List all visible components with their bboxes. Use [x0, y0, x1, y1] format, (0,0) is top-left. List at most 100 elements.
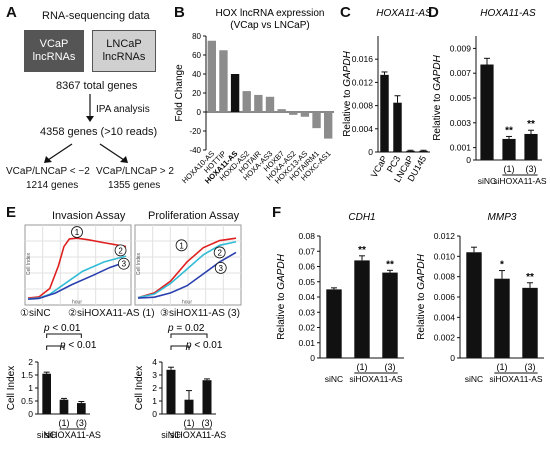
chart-c-title: HOXA11-AS [376, 8, 432, 19]
chart-c-bar [419, 150, 428, 152]
ipa-label: IPA analysis [96, 104, 150, 115]
chart-f-mmp3-ylabel: Relative to GAPDH [416, 253, 427, 339]
chart-c-bar [406, 150, 415, 152]
chart-c-ytick-label: 0.016 [352, 54, 374, 64]
chart-e-pro-bar-bar [166, 369, 176, 414]
chart-e-proliferation-curves: 1 2 3 hour Cell Index [134, 224, 242, 306]
curve-series-1 [137, 237, 237, 299]
chart-f-mmp3-bar [494, 278, 510, 358]
chart-b-ylabel: Fold Change [174, 64, 185, 122]
chart-b-hox-expression: HOX lncRNA expression(VCap vs LNCaP) -40 -… [174, 8, 334, 185]
chart-b-ytick-label: 20 [192, 89, 201, 98]
chart-f-cdh1-ytick-label: 0.08 [298, 231, 315, 241]
curve-xlabel: hour [182, 300, 192, 306]
rnaseq-title: RNA-sequencing data [42, 10, 150, 22]
chart-f-cdh1-ytick-label: 0.07 [298, 246, 315, 256]
curve-marker-label: 2 [217, 248, 222, 257]
chart-f-mmp3-xtick-label: (3) [525, 362, 536, 372]
chart-e-inv-bar-xtick-label: (3) [76, 418, 87, 428]
chart-f-mmp3-ytick-label: 0.008 [434, 272, 456, 282]
chart-d-ytick-label: 0.001 [450, 143, 472, 153]
filtered-genes: 4358 genes (>10 reads) [40, 126, 158, 138]
chart-e-pro-bar-xtick-label: (3) [202, 418, 213, 428]
curve-marker-label: 2 [118, 246, 123, 255]
chart-b-ytick-label: -20 [189, 127, 201, 136]
curve-marker-circle [71, 226, 83, 238]
curve-series-3 [137, 251, 237, 299]
chart-e-inv-bar-xtick-label: (1) [59, 418, 70, 428]
chart-d-ytick-label: 0.003 [450, 118, 472, 128]
chart-e-inv-bar-xtick-label: siNC [37, 430, 57, 440]
chart-e-inv-bar-group-label: siHOXA11-AS [44, 430, 100, 440]
chart-d-ylabel: Relative to GAPDH [432, 54, 443, 140]
flow-arrows [44, 94, 128, 163]
chart-f-cdh1-title: CDH1 [348, 212, 375, 223]
chart-f-cdh1-xtick-label: siNC [325, 374, 343, 384]
curve-marker-label: 3 [122, 260, 127, 269]
chart-d-ytick-label: 0.007 [450, 68, 472, 78]
chart-c-ytick-label: 0.012 [352, 77, 374, 87]
curve-series-2 [137, 240, 237, 299]
curve-marker-label: 1 [179, 241, 184, 250]
chart-f-mmp3-ytick-label: 0.004 [434, 312, 456, 322]
panel-label-b: B [174, 4, 185, 21]
chart-f-mmp3-ytick-label: 0.012 [434, 231, 456, 241]
chart-f-cdh1-ylabel: Relative to GAPDH [276, 253, 287, 339]
chart-b-ytick-label: -40 [189, 146, 201, 155]
total-genes: 8367 total genes [56, 80, 138, 92]
curve-series-3 [27, 261, 127, 301]
chart-f-mmp3-group-label: siHOXA11-AS [489, 374, 543, 384]
chart-c-ytick-label: 0 [368, 147, 373, 157]
chart-d-bar [524, 133, 538, 160]
legend-si3: ③siHOX11-AS (3) [160, 308, 240, 319]
chart-b-ytick-label: 80 [192, 32, 201, 41]
chart-c-ylabel: Relative to GAPDH [342, 50, 353, 136]
chart-b-bar [219, 50, 228, 112]
chart-e-inv-bar-ytick-label: 1 [28, 383, 33, 393]
curve-series-1 [27, 237, 127, 299]
chart-e-inv-bar-ylabel: Cell Index [6, 366, 17, 410]
chart-f-cdh1-xtick-label: (3) [385, 362, 396, 372]
chart-e-proliferation-bar: 0 1 2 3 4 Cell Index siNC(1) (3) siHOXA11-AS p = … [134, 323, 226, 440]
chart-f-mmp3-ytick-label: 0.010 [434, 251, 456, 261]
chart-e-inv-bar-ytick-label: 0 [28, 409, 33, 419]
chart-b-bar [207, 40, 217, 112]
chart-e-invasion-bar: 0 0.5 1 1.5 2 Cell Index siNC(1) (3) siHOXA11-AS… [6, 323, 101, 440]
lncap-box: LNCaP lncRNAs [92, 30, 156, 72]
chart-f-cdh1-ytick-label: 0.04 [298, 292, 315, 302]
chart-e-pro-bar-pvalue-2: p < 0.01 [185, 340, 223, 351]
legend-si1: ②siHOXA11-AS (1) [68, 308, 155, 319]
chart-e-invasion-curves: 1 2 3 hour Cell Index [24, 224, 132, 306]
chart-e-pro-bar-xtick-label: siNC [161, 430, 181, 440]
chart-f-cdh1-ytick-label: 0.02 [298, 323, 315, 333]
curve-ylabel: Cell Index [136, 252, 142, 275]
chart-b-ytick-label: 60 [192, 51, 201, 60]
chart-e-inv-bar-ytick-label: 1.5 [21, 370, 33, 380]
chart-f-mmp3-ytick-label: 0.006 [434, 292, 456, 302]
panel-label-a: A [6, 4, 17, 21]
down-count: 1214 genes [26, 180, 79, 191]
chart-e-inv-bar-bar [59, 399, 69, 414]
chart-f-mmp3-significance: * [500, 260, 504, 271]
chart-d-significance: ** [505, 125, 513, 136]
vcap-box: VCaP lncRNAs [24, 30, 84, 72]
chart-e-inv-bar-sig-bracket-1 [46, 333, 82, 338]
chart-b-bar [265, 96, 275, 112]
chart-d-group-label: siHOXA11-AS [493, 176, 547, 186]
chart-e-pro-bar-ytick-label: 0 [152, 409, 157, 419]
curve-ylabel: Cell Index [26, 252, 32, 275]
chart-b-bar [300, 112, 310, 117]
curve-marker-label: 3 [219, 264, 224, 273]
chart-e-pro-bar-ytick-label: 4 [152, 357, 157, 367]
chart-f-mmp3-ytick-label: 0 [450, 353, 455, 363]
chart-d-ytick-label: 0.009 [450, 43, 472, 53]
chart-d-bar [480, 64, 494, 160]
chart-f-cdh1-significance: ** [358, 245, 366, 256]
chart-b-bar [277, 109, 286, 112]
chart-d-significance: ** [527, 119, 535, 130]
chart-e-inv-bar-bar [77, 403, 86, 414]
chart-b-bar [312, 112, 321, 129]
chart-f-cdh1-ytick-label: 0.03 [298, 307, 315, 317]
chart-c-ytick-label: 0.004 [352, 124, 374, 134]
chart-b-ytick-label: 0 [197, 108, 202, 117]
